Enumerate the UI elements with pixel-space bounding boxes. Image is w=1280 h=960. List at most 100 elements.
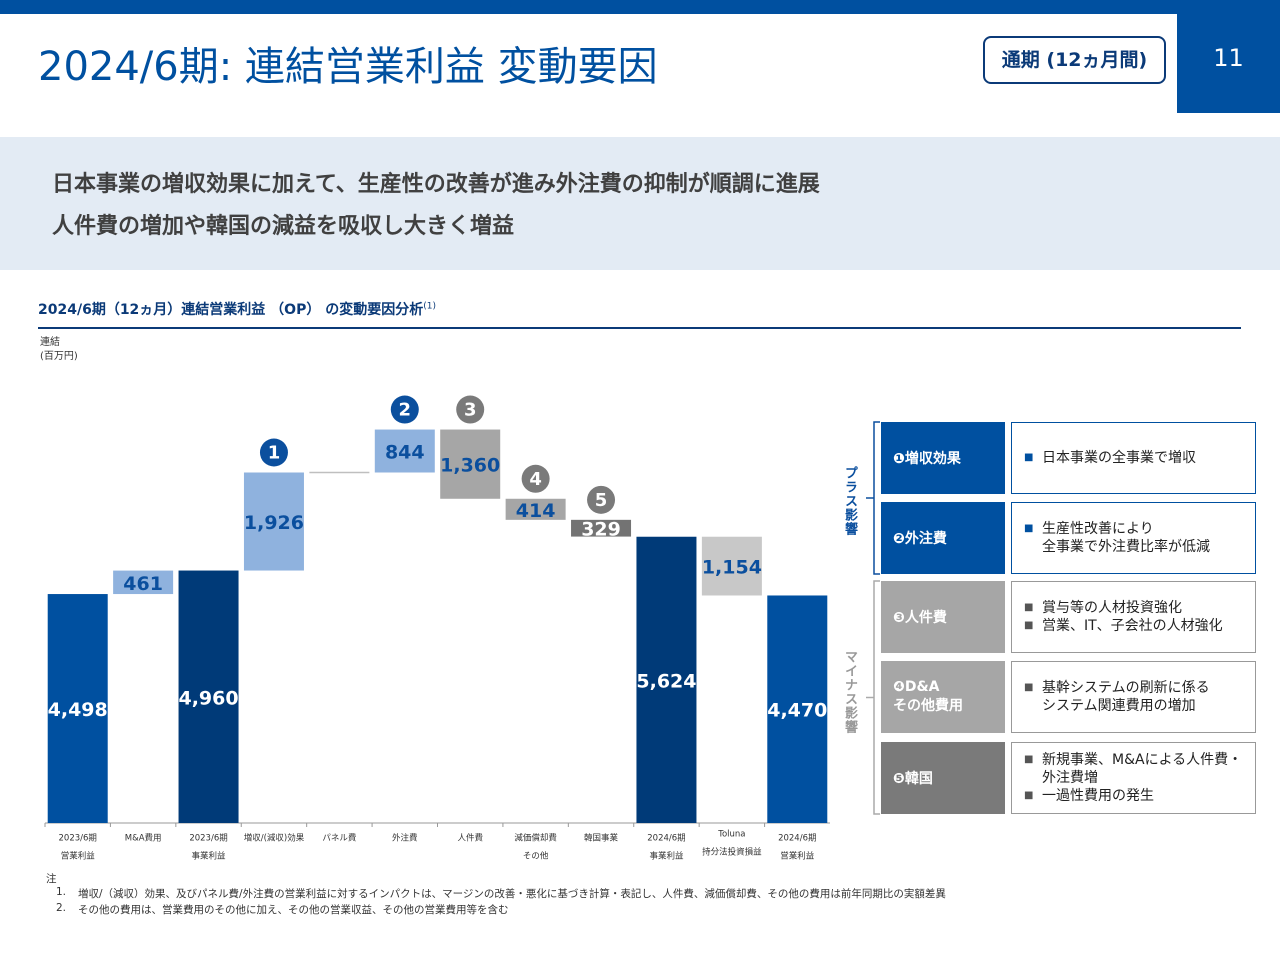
row-label: ❷外注費	[893, 531, 947, 547]
point-text: 基幹システムの刷新に係る	[1042, 680, 1210, 696]
bullet: ■	[1024, 682, 1034, 693]
point-text-block: 新規事業、M&Aによる人件費・ 外注費増	[1042, 751, 1242, 787]
point-text: 営業、IT、子会社の人材強化	[1042, 618, 1223, 634]
chart-title-text: 2024/6期（12ヵ月）連結営業利益 （OP） の変動要因分析	[38, 302, 424, 318]
x-tick-label: 韓国事業	[584, 833, 619, 844]
badge-label: 2	[399, 400, 412, 421]
point: ■ 基幹システムの刷新に係る システム関連費用の増加	[1024, 679, 1255, 715]
badge-label: 5	[595, 490, 608, 511]
x-tick-label: 営業利益	[780, 851, 815, 862]
point-text: 新規事業、M&Aによる人件費・	[1042, 752, 1243, 768]
point: ■ 賞与等の人材投資強化	[1024, 599, 1255, 617]
point-text-block: 基幹システムの刷新に係る システム関連費用の増加	[1042, 679, 1210, 715]
value-label: 1,926	[244, 512, 304, 534]
point-text: システム関連費用の増加	[1042, 698, 1196, 714]
point-text-block: 営業、IT、子会社の人材強化	[1042, 617, 1223, 635]
value-label: 844	[385, 442, 425, 464]
x-tick-label: 2024/6期	[647, 834, 685, 844]
point-text: 外注費増	[1042, 770, 1098, 786]
chart-title-note: (1)	[423, 301, 436, 312]
x-tick-label: 2023/6期	[189, 834, 227, 844]
bar	[243, 472, 304, 571]
slide-title: 2024/6期: 連結営業利益 変動要因	[38, 44, 658, 90]
badge-label: 1	[268, 443, 281, 464]
row-label: ❺韓国	[893, 771, 933, 787]
group-label: マイナス影響	[842, 650, 857, 734]
x-tick-label: 事業利益	[649, 851, 684, 862]
row-label-box: ❹D&A その他費用	[881, 661, 1005, 733]
row-label: その他費用	[893, 698, 963, 714]
point-text: 全事業で外注費比率が低減	[1042, 539, 1210, 555]
row-detail-box: ■ 日本事業の全事業で増収	[1011, 422, 1256, 494]
unit-label: 連結	[40, 337, 60, 348]
point: ■ 一過性費用の発生	[1024, 787, 1255, 805]
point-text-block: 日本事業の全事業で増収	[1042, 449, 1196, 467]
bullet: ■	[1024, 523, 1034, 534]
x-tick-label: その他	[523, 851, 549, 862]
bar	[374, 429, 435, 473]
x-tick-label: 持分法投資損益	[702, 847, 762, 858]
summary-line: 日本事業の増収効果に加えて、生産性の改善が進み外注費の抑制が順調に進展	[52, 172, 820, 197]
bar	[440, 429, 501, 499]
note-number: 2.	[56, 902, 67, 914]
summary-band	[0, 137, 1280, 270]
x-tick-label: 減価償却費	[514, 833, 557, 844]
unit-label: (百万円)	[40, 351, 78, 362]
row-label: ❸人件費	[893, 610, 947, 626]
x-tick-label: Toluna	[717, 830, 745, 840]
point-text: 生産性改善により	[1042, 521, 1154, 537]
group-label: プラス影響	[842, 466, 857, 536]
bullet: ■	[1024, 452, 1034, 463]
point-text-block: 一過性費用の発生	[1042, 787, 1154, 805]
row-detail-box: ■ 新規事業、M&Aによる人件費・ 外注費増 ■ 一過性費用の発生	[1011, 742, 1256, 814]
row-detail-box: ■ 基幹システムの刷新に係る システム関連費用の増加	[1011, 661, 1256, 733]
value-label: 1,360	[440, 455, 500, 477]
badge	[456, 395, 485, 424]
value-label: 1,154	[702, 557, 762, 579]
value-label: 4,470	[767, 700, 827, 722]
note-text: 増収/（減収）効果、及びパネル費/外注費の営業利益に対するインパクトは、マージン…	[78, 888, 946, 900]
bar	[113, 570, 174, 595]
badge-label: 3	[464, 400, 477, 421]
group-bracket	[873, 580, 880, 815]
bar	[47, 594, 108, 823]
note-number: 1.	[56, 886, 67, 898]
bar	[505, 498, 566, 520]
badge	[587, 485, 616, 514]
badge	[390, 395, 419, 424]
x-tick-label: 営業利益	[61, 851, 96, 862]
row-label: ❶増収効果	[893, 451, 961, 467]
bar	[571, 519, 632, 537]
note-text: その他の費用は、営業費用のその他に加え、その他の営業収益、その他の営業費用等を含…	[78, 904, 509, 916]
point-text: 日本事業の全事業で増収	[1042, 450, 1196, 466]
badge	[521, 464, 550, 493]
badge-label: 4	[529, 469, 542, 490]
x-tick-label: M&A費用	[125, 833, 162, 844]
bar	[767, 595, 828, 823]
bullet: ■	[1024, 790, 1034, 801]
value-label: 4,498	[48, 699, 108, 721]
x-tick-label: 外注費	[392, 833, 418, 844]
point-text: 賞与等の人材投資強化	[1042, 600, 1182, 616]
summary-line: 人件費の増加や韓国の減益を吸収し大きく増益	[52, 214, 515, 239]
x-tick-label: 2024/6期	[778, 834, 816, 844]
point: ■ 営業、IT、子会社の人材強化	[1024, 617, 1255, 635]
period-badge: 通期 (12ヵ月間)	[983, 36, 1166, 84]
bar	[701, 536, 762, 596]
point-text-block: 生産性改善により全事業で外注費比率が低減	[1042, 520, 1210, 556]
row-detail-box: ■ 生産性改善により全事業で外注費比率が低減	[1011, 502, 1256, 574]
point: ■ 新規事業、M&Aによる人件費・ 外注費増	[1024, 751, 1255, 787]
top-bar	[0, 0, 1280, 14]
value-label: 461	[123, 573, 163, 595]
chart-title: 2024/6期（12ヵ月）連結営業利益 （OP） の変動要因分析(1)	[38, 299, 436, 319]
point-text: 一過性費用の発生	[1042, 788, 1154, 804]
row-label: ❹D&A	[893, 679, 940, 695]
x-tick-label: 2023/6期	[59, 834, 97, 844]
bar	[636, 536, 697, 823]
point: ■ 日本事業の全事業で増収	[1024, 449, 1255, 467]
bullet: ■	[1024, 620, 1034, 631]
value-label: 329	[581, 519, 621, 541]
x-tick-label: 事業利益	[192, 851, 227, 862]
